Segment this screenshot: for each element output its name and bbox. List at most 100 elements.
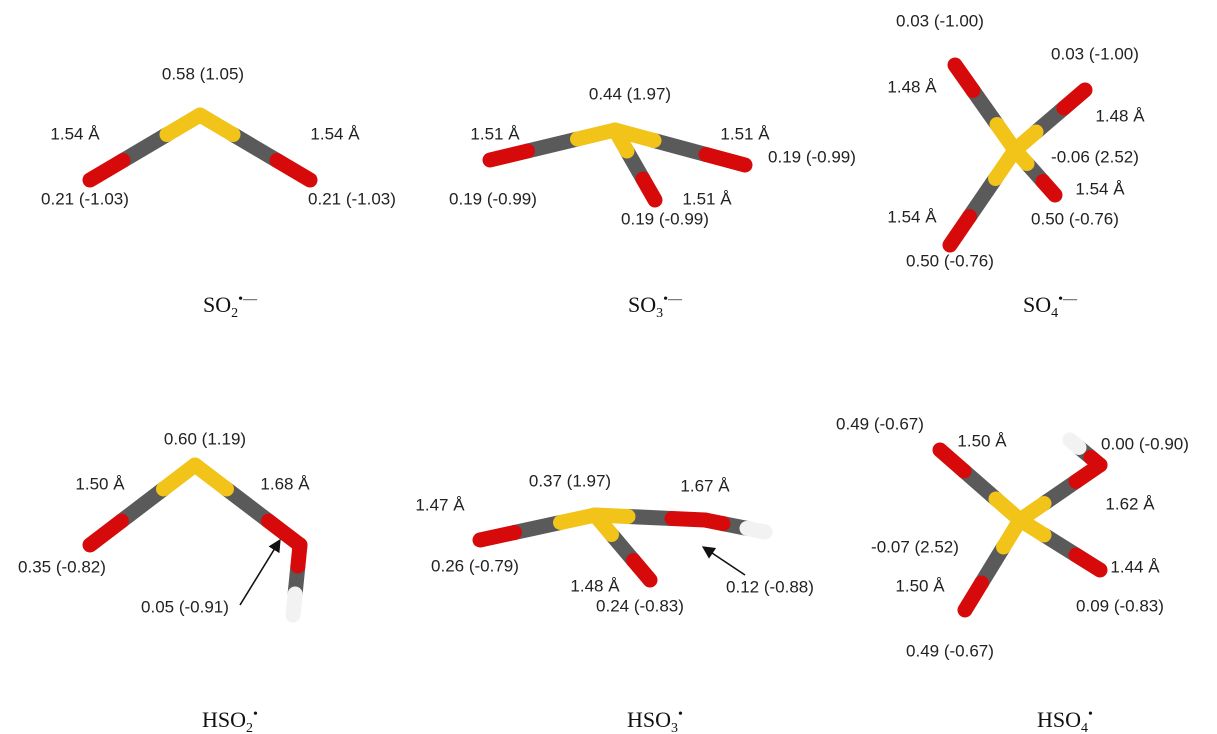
- atom-label: 1.54 Å: [1075, 179, 1125, 198]
- formula: HSO2•: [202, 707, 258, 734]
- atom-label: 0.35 (-0.82): [18, 557, 106, 576]
- bond-segment: [123, 135, 167, 161]
- bond-segment: [528, 139, 578, 151]
- bond-segment: [1015, 150, 1027, 164]
- formula-superscript: •—: [1058, 292, 1078, 307]
- atom-label: 0.03 (-1.00): [1051, 44, 1139, 63]
- bond-segment: [1076, 555, 1100, 570]
- bond-segment: [1070, 440, 1079, 448]
- formula-subscript: 3: [671, 721, 678, 734]
- bond-segment: [595, 515, 628, 517]
- atom-label: 0.44 (1.97): [589, 84, 671, 103]
- bond-segment: [643, 179, 655, 200]
- arrow: [240, 540, 280, 605]
- bond-segment: [955, 65, 973, 91]
- atom-label: 1.44 Å: [1110, 557, 1160, 576]
- bond-segment: [490, 151, 528, 160]
- atom-label: 0.24 (-0.83): [596, 596, 684, 615]
- bond-segment: [233, 135, 277, 161]
- atom-label: 0.26 (-0.79): [431, 556, 519, 575]
- atom-label: 1.67 Å: [680, 476, 730, 495]
- atom-label: 1.50 Å: [957, 431, 1007, 450]
- bonds: [90, 65, 1100, 615]
- bond-segment: [615, 130, 627, 151]
- formula-subscript: 2: [231, 306, 238, 321]
- atom-label: 0.19 (-0.99): [768, 147, 856, 166]
- bond-segment: [200, 115, 233, 135]
- bond-segment: [706, 155, 745, 166]
- atom-label: 0.00 (-0.90): [1101, 434, 1189, 453]
- atom-label: 0.37 (1.97): [529, 471, 611, 490]
- atom-label: 1.51 Å: [720, 124, 770, 143]
- atom-label: 1.54 Å: [887, 207, 937, 226]
- bond-segment: [747, 528, 765, 532]
- bond-segment: [1076, 465, 1100, 482]
- formula-superscript: •: [253, 707, 258, 722]
- atom-label: -0.07 (2.52): [871, 537, 959, 556]
- atom-label: 0.19 (-0.99): [621, 209, 709, 228]
- bond-segment: [277, 161, 310, 181]
- atom-label: 0.49 (-0.67): [836, 414, 924, 433]
- bond-segment: [672, 519, 705, 521]
- formula-subscript: 3: [656, 306, 663, 321]
- formula: SO2•—: [203, 292, 258, 321]
- formula-subscript: 2: [246, 721, 253, 734]
- bond-segment: [90, 521, 122, 545]
- formula-base: HSO: [202, 707, 246, 732]
- formula-base: HSO: [1037, 707, 1081, 732]
- atom-label: 0.09 (-0.83): [1076, 596, 1164, 615]
- bond-segment: [940, 450, 964, 471]
- formula-subscript: 4: [1081, 721, 1088, 734]
- atom-label: 1.54 Å: [50, 124, 100, 143]
- atom-label: 0.49 (-0.67): [906, 641, 994, 660]
- bond-segment: [293, 594, 295, 615]
- atom-label: 0.50 (-0.76): [906, 251, 994, 270]
- formula: SO3•—: [628, 292, 683, 321]
- formula-superscript: •—: [663, 292, 683, 307]
- formula: HSO4•: [1037, 707, 1093, 734]
- formula-subscript: 4: [1051, 306, 1058, 321]
- formula: HSO3•: [627, 707, 683, 734]
- atom-label: 0.58 (1.05): [162, 64, 244, 83]
- formula-base: SO: [203, 292, 231, 317]
- bond-segment: [227, 489, 269, 521]
- atom-label: 1.50 Å: [75, 474, 125, 493]
- bond-segment: [269, 521, 301, 545]
- formula: SO4•—: [1023, 292, 1078, 321]
- bond-segment: [634, 561, 651, 581]
- bond-segment: [195, 465, 227, 489]
- formula-superscript: •: [678, 707, 683, 722]
- atom-label: 0.50 (-0.76): [1031, 209, 1119, 228]
- atom-label: 1.50 Å: [895, 576, 945, 595]
- formula-superscript: •—: [238, 292, 258, 307]
- atom-label: 1.62 Å: [1105, 494, 1155, 513]
- atom-label: 1.68 Å: [260, 474, 310, 493]
- formula-base: SO: [1023, 292, 1051, 317]
- arrow: [703, 547, 745, 575]
- bond-segment: [965, 583, 982, 610]
- atom-label: 0.12 (-0.88): [726, 577, 814, 596]
- atom-label: 1.51 Å: [682, 189, 732, 208]
- molecule-diagram: 0.58 (1.05) 1.54 Å 1.54 Å 0.21 (-1.03) 0.21 …: [0, 0, 1217, 734]
- bond-segment: [1064, 90, 1085, 108]
- atom-label: 1.47 Å: [415, 495, 465, 514]
- atom-label: 0.60 (1.19): [164, 429, 246, 448]
- atom-label: 1.48 Å: [887, 77, 937, 96]
- bond-segment: [480, 533, 515, 541]
- atom-label: 1.48 Å: [1095, 106, 1145, 125]
- atom-label: 0.03 (-1.00): [896, 11, 984, 30]
- atom-label: 1.51 Å: [470, 124, 520, 143]
- atom-label: 1.48 Å: [570, 576, 620, 595]
- atom-label: 0.21 (-1.03): [308, 189, 396, 208]
- formula-superscript: •: [1088, 707, 1093, 722]
- bond-segment: [1004, 520, 1021, 547]
- atom-label: 0.19 (-0.99): [449, 189, 537, 208]
- atom-label: 0.05 (-0.91): [141, 597, 229, 616]
- bond-segment: [90, 161, 123, 181]
- atom-label: -0.06 (2.52): [1051, 147, 1139, 166]
- bond-segment: [654, 141, 706, 155]
- atom-label: 0.21 (-1.03): [41, 189, 129, 208]
- formula-base: SO: [628, 292, 656, 317]
- formula-base: HSO: [627, 707, 671, 732]
- bond-segment: [1043, 182, 1055, 196]
